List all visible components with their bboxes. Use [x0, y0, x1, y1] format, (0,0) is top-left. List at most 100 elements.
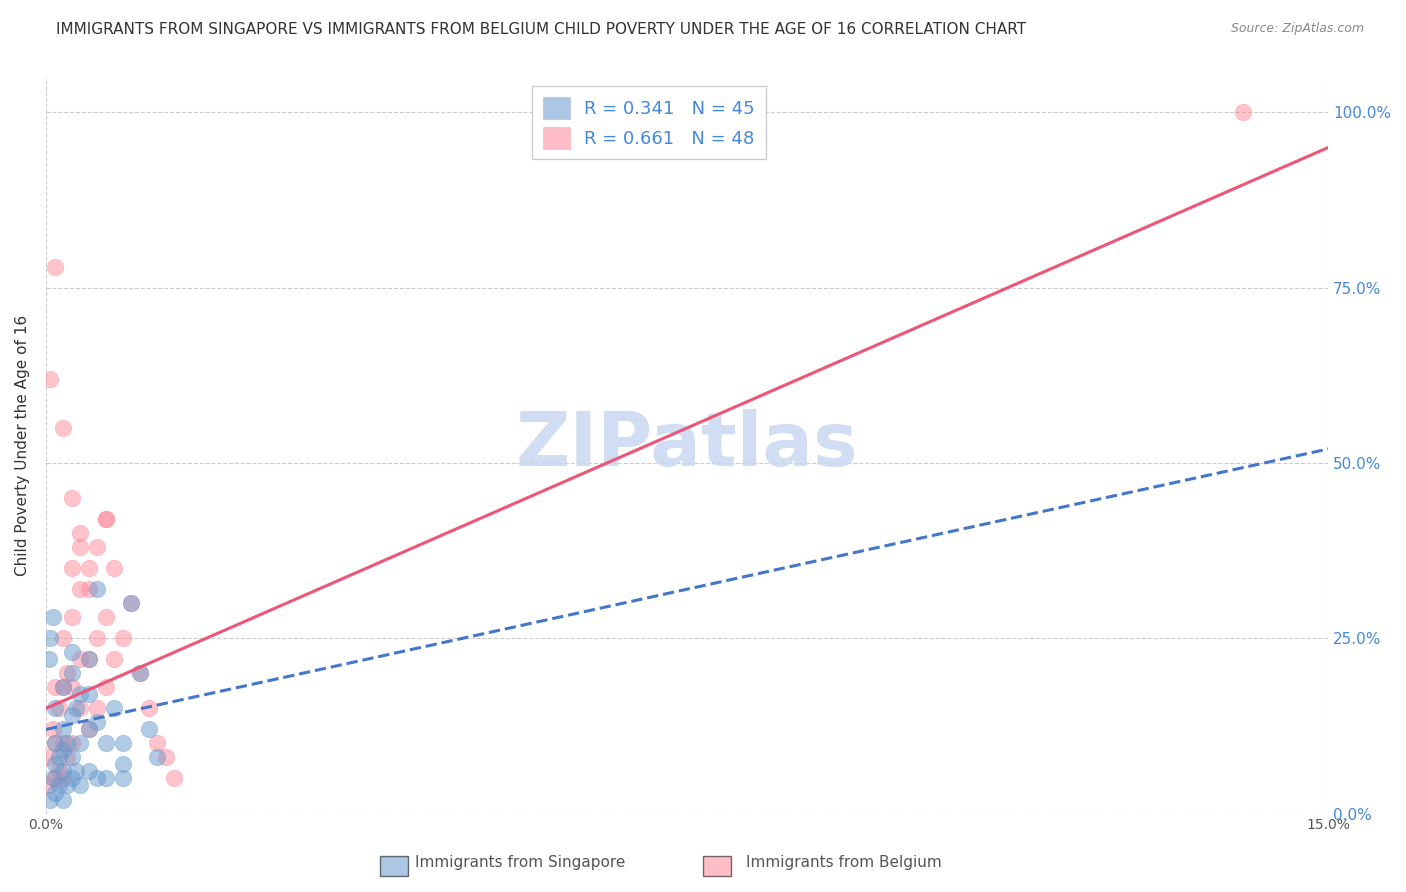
Point	[69, 582, 91, 597]
Point	[94, 512, 117, 526]
Point	[103, 561, 125, 575]
Point	[86, 772, 108, 786]
Point	[60, 491, 83, 505]
Point	[52, 632, 75, 646]
Point	[138, 701, 160, 715]
Point	[60, 561, 83, 575]
Point	[60, 610, 83, 624]
Point	[94, 736, 117, 750]
Point	[65, 701, 87, 715]
Point	[69, 687, 91, 701]
Point	[60, 645, 83, 659]
Point	[56, 736, 79, 750]
Point	[155, 750, 177, 764]
Point	[77, 652, 100, 666]
Point	[120, 596, 142, 610]
Point	[77, 764, 100, 779]
Point	[44, 701, 66, 715]
Point	[111, 736, 134, 750]
Point	[77, 652, 100, 666]
Point	[86, 701, 108, 715]
Text: ZIPatlas: ZIPatlas	[516, 409, 859, 482]
Point	[48, 779, 70, 793]
Point	[48, 750, 70, 764]
Point	[138, 723, 160, 737]
Point	[60, 681, 83, 695]
Point	[44, 736, 66, 750]
Point	[69, 736, 91, 750]
Point	[48, 764, 70, 779]
Point	[69, 652, 91, 666]
Point	[1232, 105, 1254, 120]
Point	[60, 708, 83, 723]
Point	[111, 632, 134, 646]
Point	[77, 723, 100, 737]
Point	[69, 701, 91, 715]
Point	[44, 736, 66, 750]
Point	[86, 632, 108, 646]
Point	[39, 750, 62, 764]
Point	[52, 764, 75, 779]
Point	[52, 681, 75, 695]
Point	[52, 421, 75, 435]
Point	[39, 792, 62, 806]
Point	[69, 540, 91, 554]
Point	[52, 736, 75, 750]
Point	[52, 723, 75, 737]
Point	[103, 652, 125, 666]
Point	[94, 610, 117, 624]
Point	[60, 666, 83, 681]
Point	[52, 792, 75, 806]
Point	[77, 582, 100, 597]
Point	[52, 743, 75, 757]
Point	[77, 723, 100, 737]
Point	[60, 736, 83, 750]
Point	[48, 701, 70, 715]
Point	[60, 750, 83, 764]
Point	[103, 701, 125, 715]
Point	[42, 772, 65, 786]
Point	[120, 596, 142, 610]
Point	[56, 666, 79, 681]
Point	[77, 687, 100, 701]
Point	[163, 772, 186, 786]
Point	[94, 512, 117, 526]
Point	[52, 772, 75, 786]
Point	[77, 561, 100, 575]
Point	[44, 260, 66, 274]
Point	[38, 779, 60, 793]
Point	[38, 652, 60, 666]
Text: IMMIGRANTS FROM SINGAPORE VS IMMIGRANTS FROM BELGIUM CHILD POVERTY UNDER THE AGE: IMMIGRANTS FROM SINGAPORE VS IMMIGRANTS …	[56, 22, 1026, 37]
Point	[44, 785, 66, 799]
Point	[94, 681, 117, 695]
Point	[56, 779, 79, 793]
Point	[69, 526, 91, 541]
Point	[44, 772, 66, 786]
Point	[94, 772, 117, 786]
Point	[42, 723, 65, 737]
Point	[39, 372, 62, 386]
Y-axis label: Child Poverty Under the Age of 16: Child Poverty Under the Age of 16	[15, 315, 30, 576]
Point	[86, 540, 108, 554]
Point	[44, 757, 66, 772]
Point	[60, 772, 83, 786]
Text: Source: ZipAtlas.com: Source: ZipAtlas.com	[1230, 22, 1364, 36]
Point	[42, 610, 65, 624]
Point	[65, 764, 87, 779]
Point	[86, 715, 108, 730]
Point	[52, 681, 75, 695]
Point	[69, 779, 91, 793]
Point	[39, 632, 62, 646]
Point	[146, 750, 169, 764]
Legend: R = 0.341   N = 45, R = 0.661   N = 48: R = 0.341 N = 45, R = 0.661 N = 48	[531, 87, 765, 160]
Point	[86, 582, 108, 597]
Point	[111, 757, 134, 772]
Point	[44, 681, 66, 695]
Point	[146, 736, 169, 750]
Point	[111, 772, 134, 786]
Point	[129, 666, 152, 681]
Point	[56, 750, 79, 764]
Text: Immigrants from Singapore: Immigrants from Singapore	[415, 855, 626, 870]
Text: Immigrants from Belgium: Immigrants from Belgium	[745, 855, 942, 870]
Point	[129, 666, 152, 681]
